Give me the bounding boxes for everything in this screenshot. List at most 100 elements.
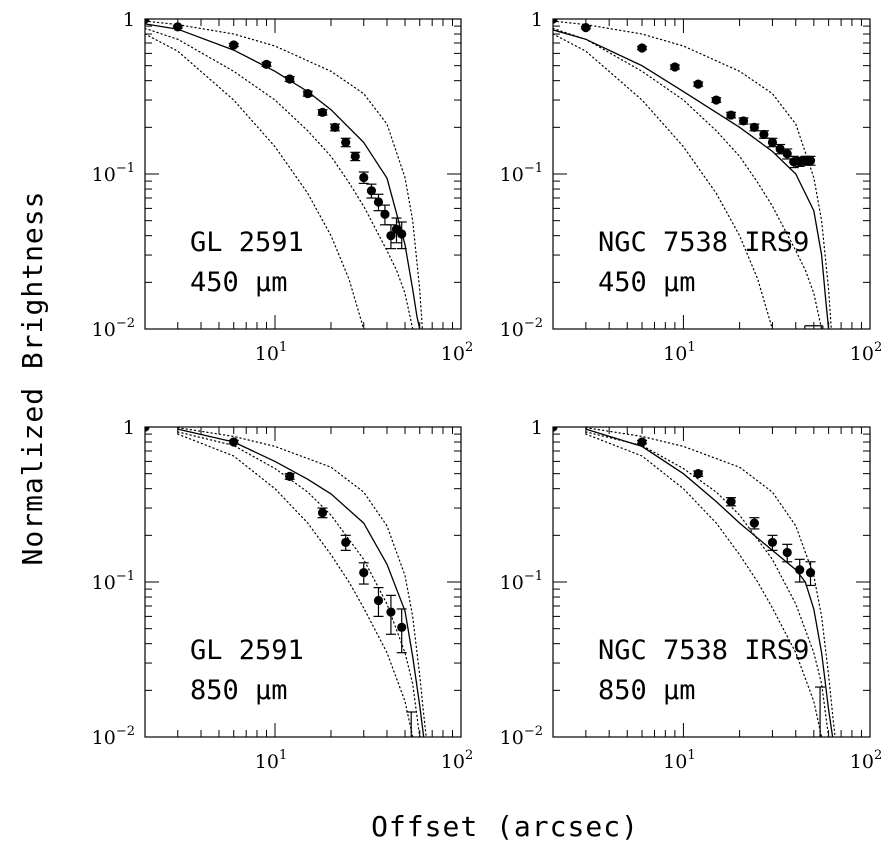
data-point xyxy=(366,186,377,196)
y-tick-label: 1 xyxy=(531,417,543,439)
data-point xyxy=(397,622,407,632)
data-point xyxy=(670,62,680,72)
data-point xyxy=(775,144,785,154)
model-curve-dotted xyxy=(585,427,836,737)
data-point xyxy=(341,137,351,147)
data-point xyxy=(330,122,340,132)
data-point xyxy=(693,469,703,479)
data-point xyxy=(386,231,396,241)
data-point xyxy=(285,471,295,482)
y-tick-label: 1 xyxy=(531,9,543,31)
model-curve-dotted xyxy=(145,33,365,329)
data-point xyxy=(553,427,558,432)
data-point xyxy=(145,19,150,24)
source-label: GL 2591 xyxy=(190,227,304,258)
tick-exponent: −1 xyxy=(116,161,135,176)
data-point xyxy=(145,427,150,432)
x-axis-title: Offset (arcsec) xyxy=(371,810,639,843)
tick-base: 1 xyxy=(531,9,543,31)
tick-base: 1 xyxy=(123,9,135,31)
tick-base: 10 xyxy=(850,343,874,365)
tick-exponent: −1 xyxy=(524,161,543,176)
model-curve-dotted xyxy=(553,27,823,329)
data-point xyxy=(317,107,328,117)
tick-exponent: −2 xyxy=(116,724,135,739)
data-point xyxy=(767,537,778,548)
y-tick-label: 10−1 xyxy=(500,569,543,594)
model-curve-dotted xyxy=(177,431,421,737)
data-point xyxy=(805,567,816,578)
data-point xyxy=(373,595,384,606)
x-tick-label: 102 xyxy=(850,340,882,365)
tick-base: 10 xyxy=(255,751,279,773)
tick-exponent: 2 xyxy=(874,340,882,355)
tick-base: 10 xyxy=(441,751,465,773)
data-point xyxy=(581,23,591,33)
source-label: GL 2591 xyxy=(190,635,304,666)
wavelength-label: 850 μm xyxy=(598,675,696,706)
data-point xyxy=(380,209,390,219)
source-label: NGC 7538 IRS9 xyxy=(598,227,809,258)
data-point xyxy=(229,40,239,50)
model-curve-dotted xyxy=(585,431,830,737)
data-point xyxy=(805,156,816,166)
data-point xyxy=(726,497,736,507)
tick-base: 10 xyxy=(500,164,524,186)
x-tick-label: 102 xyxy=(441,748,473,773)
y-tick-label: 10−1 xyxy=(92,161,135,186)
tick-exponent: −2 xyxy=(524,724,543,739)
data-point xyxy=(637,437,647,447)
tick-base: 1 xyxy=(123,417,135,439)
tick-base: 10 xyxy=(255,343,279,365)
y-tick-label: 10−1 xyxy=(92,569,135,594)
tick-exponent: 2 xyxy=(465,748,473,763)
data-point xyxy=(749,122,759,132)
data-point xyxy=(350,151,360,161)
data-point xyxy=(359,567,369,578)
data-point xyxy=(261,59,272,69)
tick-base: 10 xyxy=(500,319,524,341)
tick-exponent: 1 xyxy=(687,340,695,355)
data-point xyxy=(637,43,647,53)
tick-exponent: −1 xyxy=(524,569,543,584)
model-curve-dotted xyxy=(145,27,414,329)
y-tick-label: 10−2 xyxy=(92,724,135,749)
tick-exponent: −2 xyxy=(524,316,543,331)
data-point xyxy=(553,19,558,24)
model-curve-solid xyxy=(177,428,425,737)
data-point xyxy=(317,508,328,518)
x-tick-label: 101 xyxy=(255,748,287,773)
y-tick-label: 10−2 xyxy=(92,316,135,341)
tick-base: 10 xyxy=(92,727,116,749)
tick-exponent: 1 xyxy=(687,748,695,763)
data-point xyxy=(285,74,295,84)
data-point xyxy=(397,229,407,239)
y-axis-title: Normalized Brightness xyxy=(16,190,49,565)
model-curve-dotted xyxy=(177,433,414,737)
data-point xyxy=(738,116,749,126)
tick-base: 10 xyxy=(92,319,116,341)
y-tick-label: 10−1 xyxy=(500,161,543,186)
tick-base: 10 xyxy=(500,727,524,749)
tick-base: 10 xyxy=(850,751,874,773)
data-point xyxy=(782,547,792,558)
data-point xyxy=(386,607,396,617)
model-curve-dotted xyxy=(145,20,423,329)
y-tick-label: 10−2 xyxy=(500,724,543,749)
tick-exponent: −2 xyxy=(116,316,135,331)
data-point xyxy=(795,565,805,575)
data-point xyxy=(173,22,183,32)
tick-base: 1 xyxy=(531,417,543,439)
model-curve-solid xyxy=(145,23,421,329)
wavelength-label: 850 μm xyxy=(190,675,288,706)
tick-exponent: −1 xyxy=(116,569,135,584)
data-point xyxy=(693,79,703,89)
upper-limit-bracket xyxy=(804,325,824,329)
data-point xyxy=(373,197,384,207)
